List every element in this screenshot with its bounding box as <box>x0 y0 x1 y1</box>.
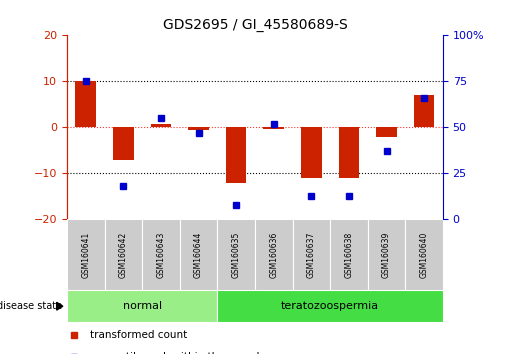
Bar <box>330 219 368 290</box>
Bar <box>105 219 142 290</box>
Bar <box>188 127 209 130</box>
Text: GSM160644: GSM160644 <box>194 232 203 278</box>
Bar <box>67 290 217 322</box>
Bar <box>263 127 284 129</box>
Bar <box>67 219 105 290</box>
Text: GSM160643: GSM160643 <box>157 232 165 278</box>
Text: GSM160641: GSM160641 <box>81 232 90 278</box>
FancyArrow shape <box>57 302 63 310</box>
Text: GSM160639: GSM160639 <box>382 232 391 278</box>
Bar <box>376 127 397 137</box>
Bar <box>150 124 171 127</box>
Bar <box>368 219 405 290</box>
Text: GSM160637: GSM160637 <box>307 232 316 278</box>
Bar <box>414 95 435 127</box>
Text: teratozoospermia: teratozoospermia <box>281 301 379 311</box>
Title: GDS2695 / GI_45580689-S: GDS2695 / GI_45580689-S <box>163 18 347 32</box>
Text: GSM160635: GSM160635 <box>232 232 241 278</box>
Text: transformed count: transformed count <box>90 330 187 340</box>
Text: GSM160642: GSM160642 <box>119 232 128 278</box>
Text: normal: normal <box>123 301 162 311</box>
Text: GSM160640: GSM160640 <box>420 232 428 278</box>
Bar <box>142 219 180 290</box>
Text: percentile rank within the sample: percentile rank within the sample <box>90 352 265 354</box>
Bar <box>255 219 293 290</box>
Bar <box>301 127 322 178</box>
Text: GSM160636: GSM160636 <box>269 232 278 278</box>
Text: GSM160638: GSM160638 <box>345 232 353 278</box>
Bar <box>226 127 247 183</box>
Bar <box>338 127 359 178</box>
Text: disease state: disease state <box>0 301 62 311</box>
Bar <box>217 290 443 322</box>
Bar <box>180 219 217 290</box>
Bar <box>293 219 330 290</box>
Bar <box>217 219 255 290</box>
Bar <box>75 81 96 127</box>
Bar <box>113 127 134 160</box>
Bar <box>405 219 443 290</box>
